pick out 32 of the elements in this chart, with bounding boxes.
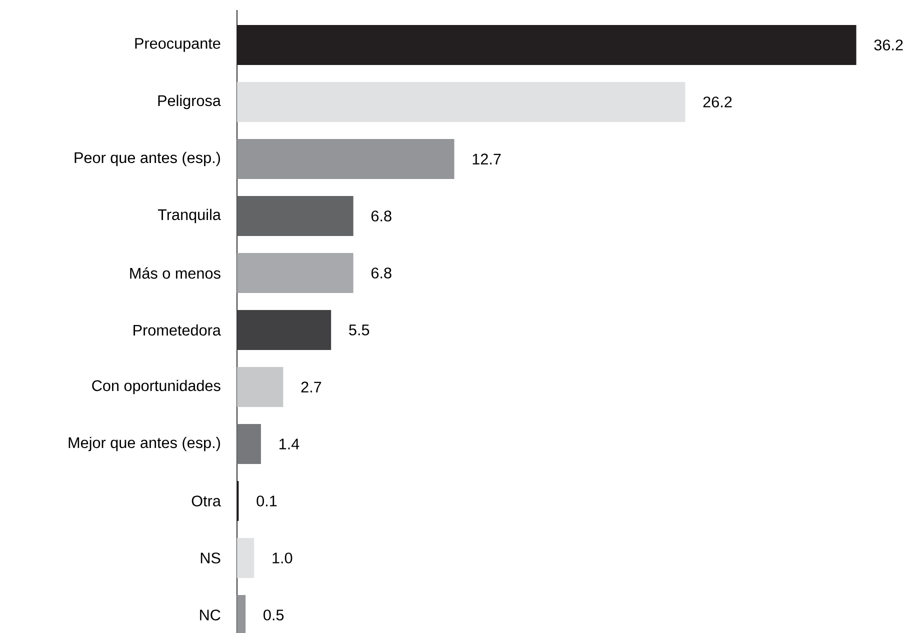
bar <box>237 538 254 578</box>
y-tick-label: Tranquila <box>158 208 221 224</box>
bar <box>237 82 686 122</box>
data-label: 1.0 <box>272 552 292 564</box>
bar <box>237 253 354 293</box>
bar <box>237 310 332 350</box>
bar <box>237 594 246 633</box>
bar <box>237 367 284 407</box>
data-label: 6.8 <box>371 210 392 222</box>
data-label: 0.5 <box>264 610 284 620</box>
y-tick-label: Mejor que antes (esp.) <box>68 436 220 452</box>
bar <box>237 25 856 66</box>
bar <box>237 139 454 179</box>
data-label: 5.5 <box>349 324 370 336</box>
y-tick-label: Peligrosa <box>158 94 221 110</box>
y-tick-label: Preocupante <box>135 38 220 52</box>
y-tick-label: Más o menos <box>130 267 220 279</box>
data-label: 2.7 <box>301 382 322 392</box>
y-tick-label: Prometedora <box>134 324 221 336</box>
y-tick-label: NC <box>200 610 220 620</box>
bar <box>237 196 354 236</box>
bar <box>237 424 261 464</box>
data-label: 26.2 <box>703 96 732 108</box>
data-label: 36.2 <box>874 40 903 50</box>
data-label: 1.4 <box>280 438 300 450</box>
y-tick-label: Con oportunidades <box>92 380 220 394</box>
data-label: 12.7 <box>472 154 501 164</box>
y-tick-label: Peor que antes (esp.) <box>74 152 220 166</box>
y-tick-label: NS <box>200 552 220 564</box>
y-tick-label: Otra <box>192 496 221 506</box>
data-label: 0.1 <box>256 496 277 506</box>
data-label: 6.8 <box>371 268 392 278</box>
